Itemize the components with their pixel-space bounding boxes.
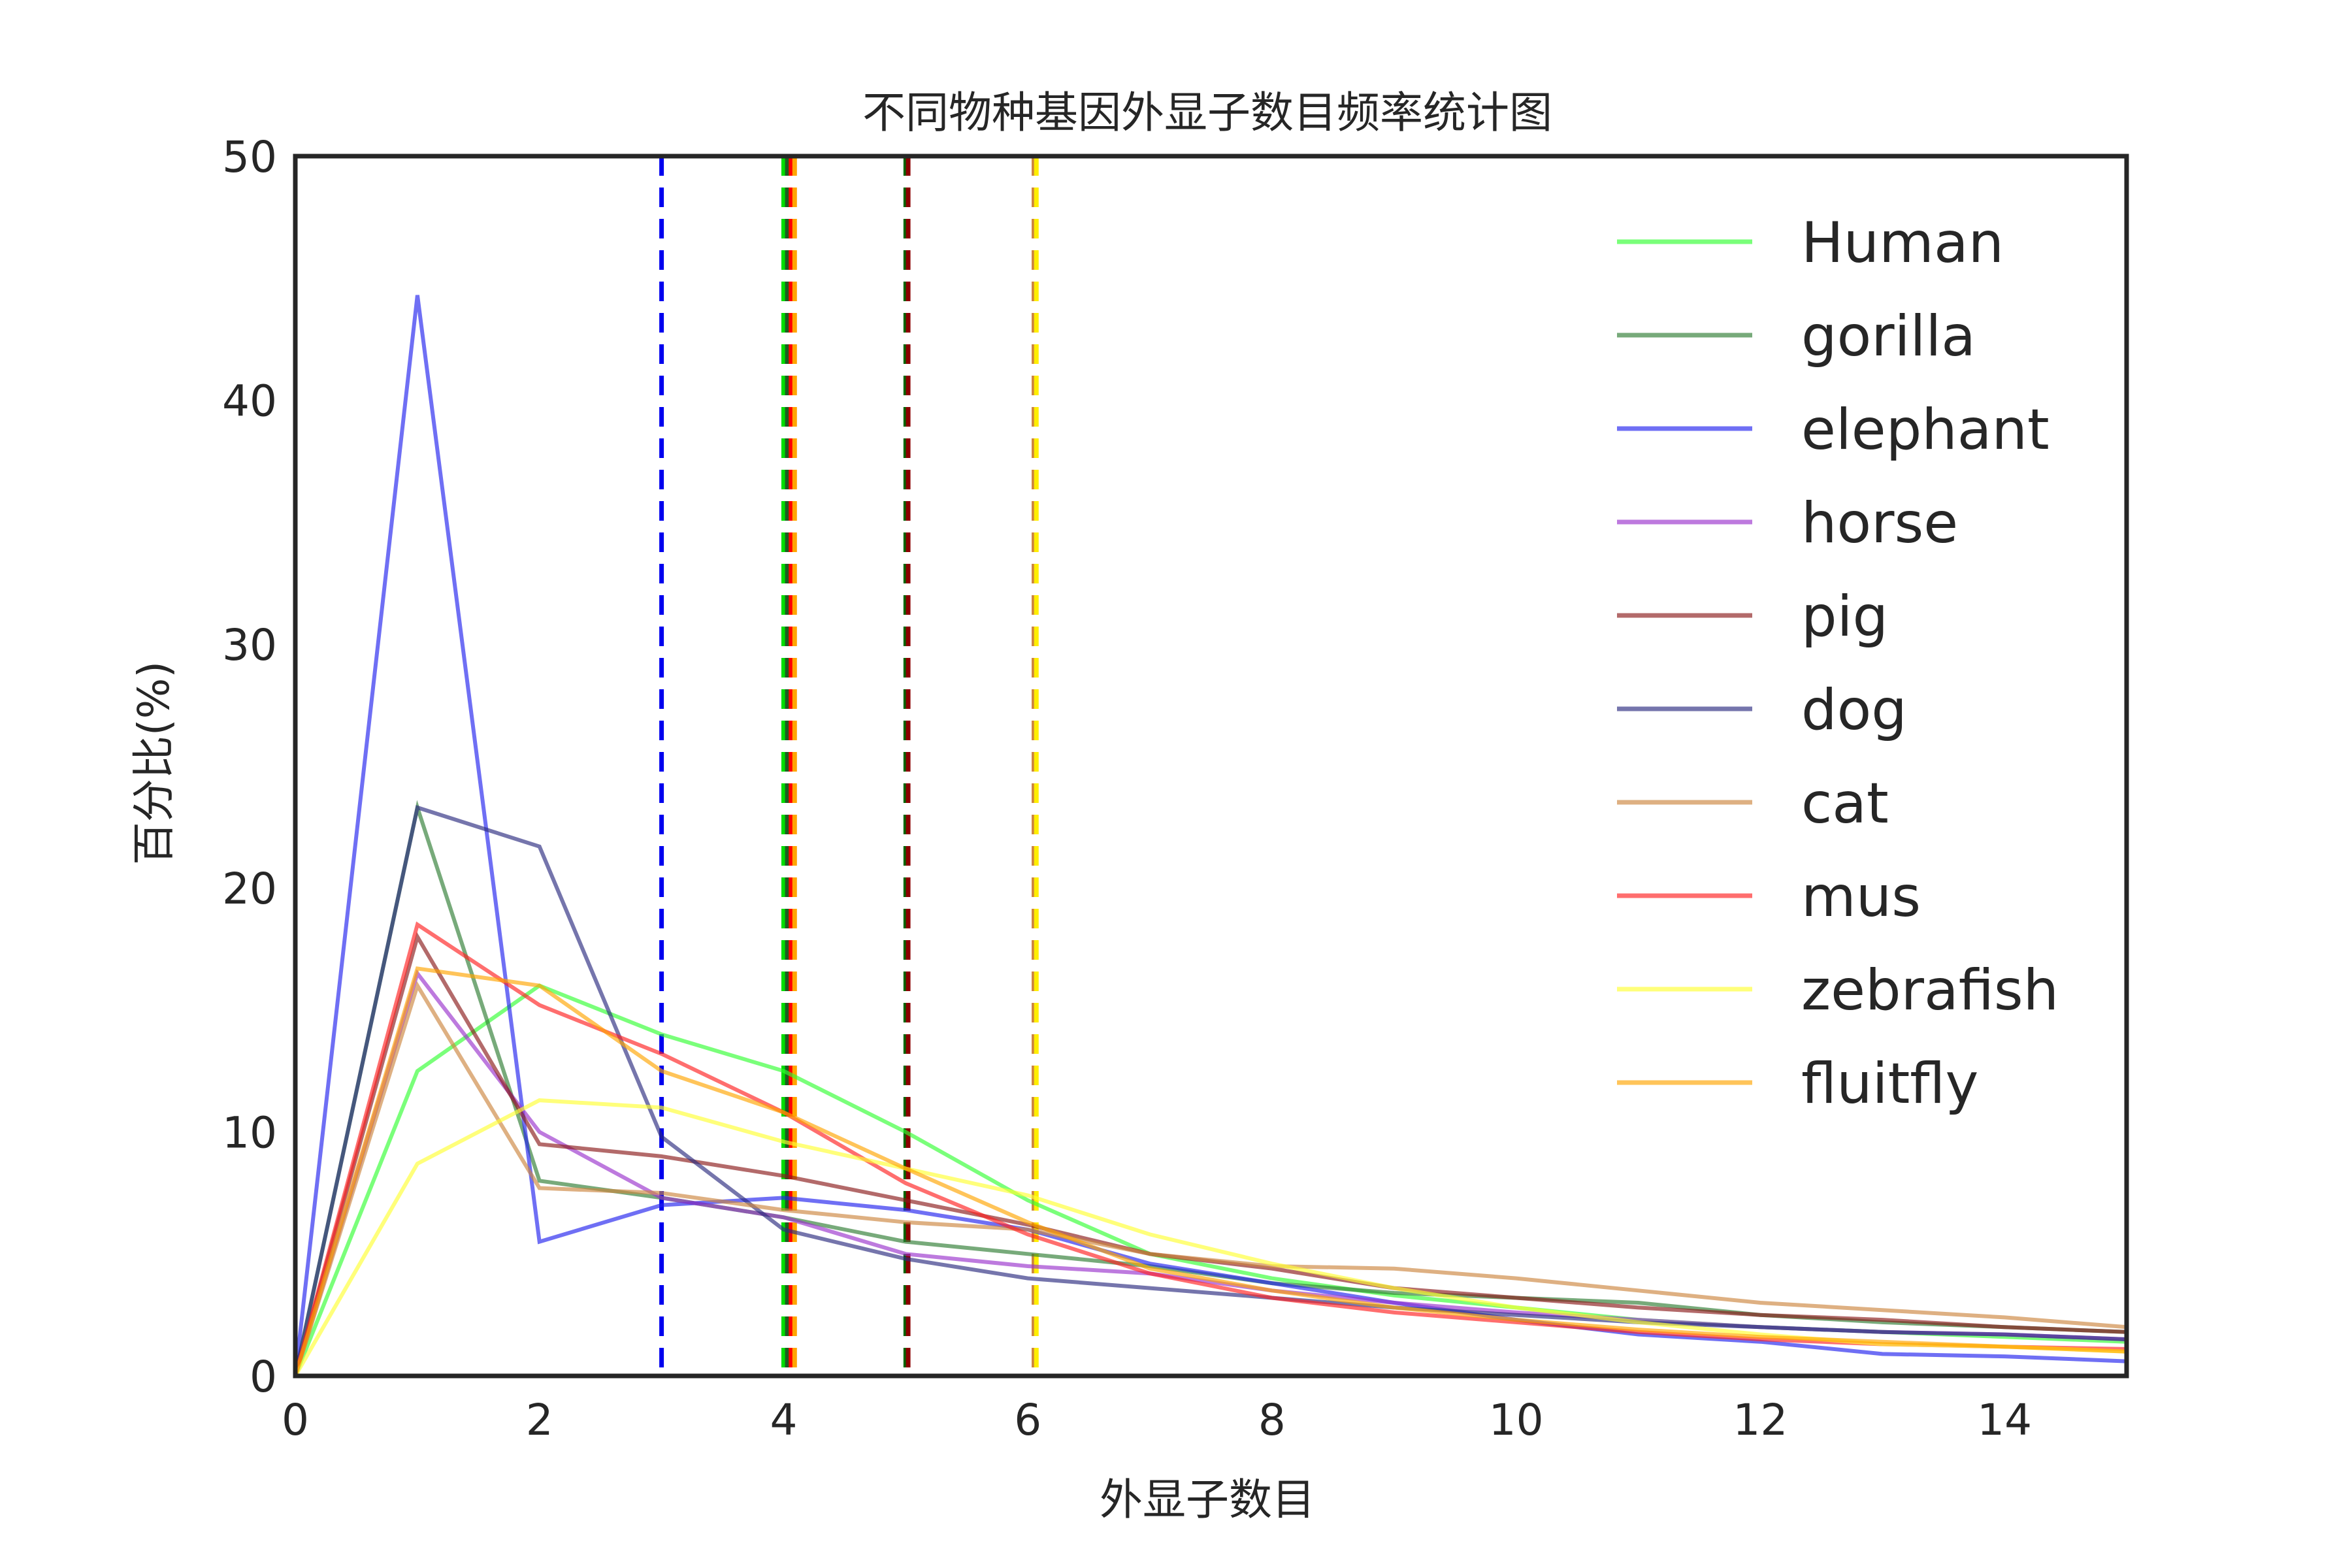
x-tick-label-2: 4: [770, 1395, 797, 1445]
series-line-9: [293, 966, 2127, 1377]
series-line-5: [293, 805, 2127, 1377]
legend-label-5: dog: [1801, 678, 1907, 743]
plot-frame: [293, 154, 2129, 1379]
chart-title: 不同物种基因外显子数目频率统计图: [862, 88, 1552, 138]
legend-label-9: fluitfly: [1801, 1051, 1978, 1117]
y-tick-label-3: 30: [222, 620, 277, 670]
x-axis-label: 外显子数目: [1100, 1475, 1315, 1525]
reference-lines: [659, 156, 1039, 1376]
series-line-8: [293, 1098, 2127, 1377]
legend-label-6: cat: [1801, 771, 1889, 836]
y-axis-label: 百分比(%): [129, 661, 179, 865]
y-tick-label-4: 40: [222, 376, 277, 426]
x-tick-label-4: 8: [1258, 1395, 1286, 1445]
legend-label-8: zebrafish: [1801, 958, 2059, 1023]
y-tick-label-0: 0: [250, 1352, 277, 1402]
legend-label-4: pig: [1801, 584, 1888, 649]
x-tick-label-0: 0: [282, 1395, 309, 1445]
legend-label-0: Human: [1801, 210, 2004, 276]
x-tick-label-5: 10: [1489, 1395, 1544, 1445]
series-line-6: [293, 981, 2127, 1377]
series-line-2: [293, 295, 2127, 1377]
x-tick-label-1: 2: [526, 1395, 553, 1445]
x-tick-label-6: 12: [1733, 1395, 1788, 1445]
legend-label-2: elephant: [1801, 397, 2050, 463]
y-tick-label-2: 20: [222, 864, 277, 914]
legend: Human gorilla elephant horse pig dog cat mus zeb…: [1617, 210, 2059, 1117]
y-tick-label-5: 50: [222, 132, 277, 182]
y-tick-label-1: 10: [222, 1108, 277, 1158]
legend-label-7: mus: [1801, 864, 1921, 930]
axis-ticks: 0 2 4 6 8 10 12 14 0 10 20 30 40 50: [222, 132, 2032, 1445]
series-line-3: [293, 969, 2127, 1377]
series-lines: [293, 295, 2127, 1377]
legend-label-1: gorilla: [1801, 304, 1976, 369]
x-tick-label-7: 14: [1977, 1395, 2032, 1445]
x-tick-label-3: 6: [1014, 1395, 1041, 1445]
legend-label-3: horse: [1801, 491, 1958, 556]
